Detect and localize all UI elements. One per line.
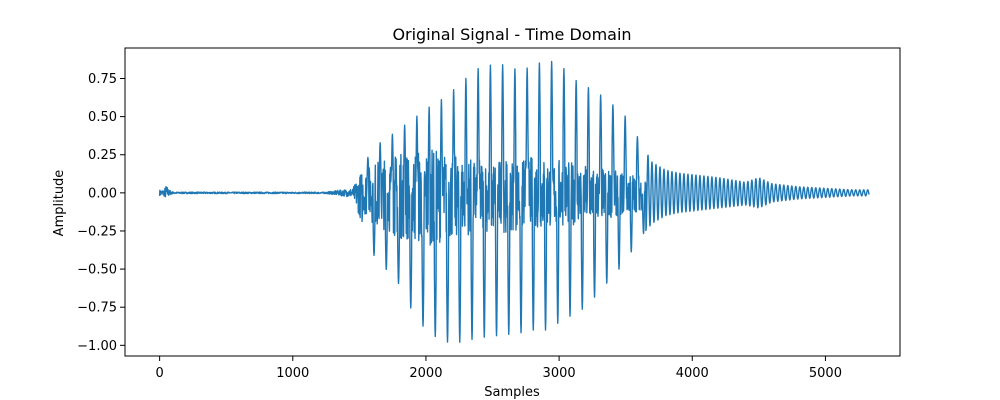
plot-frame (124, 47, 901, 357)
signal-group (158, 60, 870, 343)
x-tick-label: 5000 (809, 366, 842, 381)
chart-title: Original Signal - Time Domain (392, 25, 631, 44)
y-tick-label: −0.75 (77, 301, 117, 316)
y-tick-label: 0.25 (88, 148, 117, 163)
y-tick-label: −1.00 (77, 339, 117, 354)
x-tick-label: 3000 (543, 366, 576, 381)
x-axis: 0 1000 2000 3000 4000 5000 (155, 356, 842, 381)
y-tick-label: −0.25 (77, 224, 117, 239)
x-axis-title: Samples (484, 385, 540, 400)
plot-area (124, 47, 901, 357)
x-tick-label: 1000 (276, 366, 309, 381)
x-tick-label: 2000 (409, 366, 442, 381)
x-tick-label: 0 (155, 366, 163, 381)
y-axis-title: Amplitude (52, 170, 67, 237)
y-tick-label: 0.75 (88, 72, 117, 87)
y-tick-label: −0.50 (77, 263, 117, 278)
signal-line (158, 60, 870, 343)
y-axis: 0.75 0.50 0.25 0.00 −0.25 −0.50 −0.75 −1.00 (77, 72, 125, 354)
x-tick-label: 4000 (676, 366, 709, 381)
y-tick-label: 0.00 (88, 186, 117, 201)
y-tick-label: 0.50 (88, 110, 117, 125)
